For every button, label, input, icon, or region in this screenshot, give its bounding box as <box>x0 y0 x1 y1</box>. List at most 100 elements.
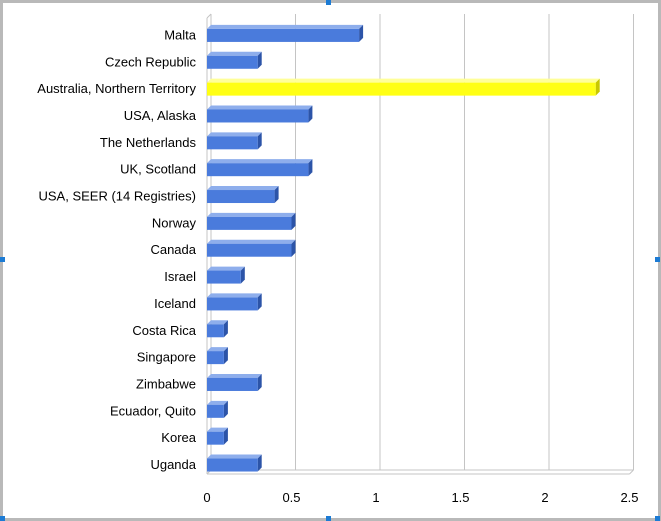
bar-side-face <box>223 320 228 338</box>
bar-front-face <box>207 458 258 472</box>
bar-top-face <box>207 159 313 164</box>
x-tick-label: 0.5 <box>282 490 300 505</box>
bar-top-face <box>207 24 364 29</box>
bar-front-face <box>207 324 224 338</box>
bar <box>207 454 262 472</box>
bar-front-face <box>207 136 258 150</box>
bar <box>207 24 364 42</box>
category-label: Malta <box>164 27 197 42</box>
bar-side-face <box>257 373 262 391</box>
bar <box>207 293 262 311</box>
bar <box>207 78 600 96</box>
bar-side-face <box>359 24 364 42</box>
bar-side-face <box>223 427 228 445</box>
category-label: Norway <box>152 215 197 230</box>
bar-top-face <box>207 239 296 244</box>
bar <box>207 373 262 391</box>
category-label: Canada <box>150 242 196 257</box>
x-tick-label: 1 <box>372 490 379 505</box>
bar-top-face <box>207 427 228 432</box>
bar-front-face <box>207 82 596 96</box>
bar <box>207 400 228 418</box>
bar-top-face <box>207 212 296 217</box>
x-tick-label: 0 <box>203 490 210 505</box>
bar-side-face <box>223 347 228 365</box>
bar <box>207 186 279 204</box>
resize-handle-top[interactable] <box>326 0 331 5</box>
bar-top-face <box>207 132 262 137</box>
bar-side-face <box>223 400 228 418</box>
bar-front-face <box>207 190 275 204</box>
bar-front-face <box>207 270 241 284</box>
bar-front-face <box>207 163 309 177</box>
bar-side-face <box>291 239 296 257</box>
category-label: The Netherlands <box>100 135 197 150</box>
category-label: USA, SEER (14 Registries) <box>39 189 197 204</box>
category-label: Singapore <box>137 350 196 365</box>
bar-top-face <box>207 347 228 352</box>
bar <box>207 212 296 230</box>
bar-top-face <box>207 266 245 271</box>
bar-front-face <box>207 404 224 418</box>
bar-side-face <box>257 454 262 472</box>
bar-front-face <box>207 243 292 257</box>
bar-front-face <box>207 55 258 69</box>
resize-handle-right[interactable] <box>655 257 660 262</box>
bar-side-face <box>308 105 313 123</box>
bar-front-face <box>207 297 258 311</box>
bar-front-face <box>207 351 224 365</box>
x-axis-ticks: 0 0.5 1 1.5 2 2.5 <box>203 490 638 505</box>
bar-top-face <box>207 373 262 378</box>
x-tick-label: 1.5 <box>451 490 469 505</box>
bar-top-face <box>207 78 600 83</box>
bar-top-face <box>207 400 228 405</box>
bar-side-face <box>257 51 262 69</box>
bar-top-face <box>207 51 262 56</box>
resize-handle-bottom[interactable] <box>326 516 331 521</box>
category-label: UK, Scotland <box>120 162 196 177</box>
bar-side-face <box>274 186 279 204</box>
bar <box>207 266 245 284</box>
bar <box>207 239 296 257</box>
bar <box>207 105 313 123</box>
category-label: Ecuador, Quito <box>110 403 196 418</box>
category-labels: Malta Czech Republic Australia, Northern T… <box>37 27 196 472</box>
bar-side-face <box>257 132 262 150</box>
bar <box>207 132 262 150</box>
bars <box>207 24 600 472</box>
bar-side-face <box>240 266 245 284</box>
floor-right-edge <box>629 469 634 475</box>
bar-top-face <box>207 454 262 459</box>
x-tick-label: 2 <box>541 490 548 505</box>
bar <box>207 347 228 365</box>
bar-side-face <box>291 212 296 230</box>
bar-front-face <box>207 431 224 445</box>
bar-top-face <box>207 105 313 110</box>
resize-handle-bottom-right[interactable] <box>655 516 660 521</box>
bar-top-face <box>207 186 279 191</box>
bar-side-face <box>308 159 313 177</box>
bar-side-face <box>595 78 600 96</box>
axis-wall-top <box>206 13 212 19</box>
bar-front-face <box>207 377 258 391</box>
bar-front-face <box>207 109 309 123</box>
category-label: Czech Republic <box>105 54 197 69</box>
bar <box>207 427 228 445</box>
bar-top-face <box>207 320 228 325</box>
category-label: Zimbabwe <box>136 376 196 391</box>
bar-front-face <box>207 216 292 230</box>
category-label: Korea <box>161 430 196 445</box>
resize-handle-bottom-left[interactable] <box>0 516 5 521</box>
bar-front-face <box>207 28 360 42</box>
bar-side-face <box>257 293 262 311</box>
bar <box>207 320 228 338</box>
resize-handle-left[interactable] <box>0 257 5 262</box>
category-label: Costa Rica <box>132 323 196 338</box>
category-label: USA, Alaska <box>124 108 197 123</box>
x-tick-label: 2.5 <box>620 490 638 505</box>
bar <box>207 51 262 69</box>
category-label: Israel <box>164 269 196 284</box>
category-label: Australia, Northern Territory <box>37 81 196 96</box>
category-label: Uganda <box>150 457 196 472</box>
